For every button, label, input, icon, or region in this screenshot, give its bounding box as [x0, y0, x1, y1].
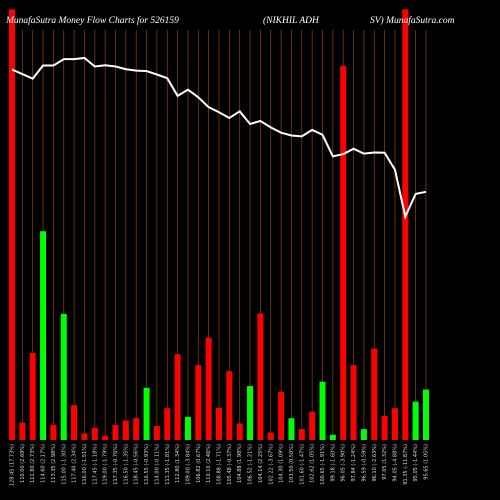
x-tick-label: 96.59 (-0.59%) — [361, 444, 367, 482]
x-tick-label: 95.05 (-1.44%) — [413, 444, 419, 482]
chart-title-right: SV) MunafaSutra.com — [370, 15, 455, 26]
flow-bar — [350, 365, 357, 440]
flow-bar — [122, 420, 129, 440]
flow-bar — [19, 422, 26, 440]
flow-bar — [112, 424, 119, 440]
x-tick-label: 91.35 (-11.87%) — [403, 444, 409, 485]
x-tick-label: 119.00 (-1.79%) — [103, 444, 109, 485]
flow-bar — [288, 418, 295, 440]
x-tick-label: 101.60 (-1.47%) — [299, 444, 305, 485]
flow-bar — [247, 386, 254, 440]
x-tick-label: 110.10 (2.46%) — [206, 444, 212, 483]
x-tick-label: 103.50 (0.50%) — [289, 444, 295, 483]
x-tick-label: 104.30 (1.09%) — [279, 444, 285, 483]
flow-bar — [164, 408, 171, 440]
x-tick-label: 110.00 (2.69%) — [20, 444, 26, 483]
x-tick-label: 115.00 (-1.30%) — [61, 444, 67, 485]
flow-bar — [60, 313, 67, 440]
x-tick-label: 116.00 (-1.51%) — [82, 444, 88, 485]
flow-bar — [267, 432, 274, 440]
x-axis-labels: 128.45 (17.73%) 110.00 (2.69%) 111.80 (2.7… — [10, 444, 430, 486]
flow-bar — [298, 429, 305, 440]
flow-bar — [40, 231, 47, 440]
x-tick-label: 104.14 (2.25%) — [258, 444, 264, 483]
x-tick-label: 105.48 (-0.37%) — [227, 444, 233, 485]
flow-bar — [236, 423, 243, 440]
chart-title-middle: (NIKHIL ADH — [263, 15, 320, 26]
x-tick-label: 97.05 (1.32%) — [382, 444, 388, 480]
x-tick-label: 95.65 (1.05%) — [424, 444, 430, 480]
flow-bar — [216, 407, 222, 440]
x-tick-label: 106.82 (0.67%) — [196, 444, 202, 483]
flow-bar — [412, 401, 419, 440]
flow-bar — [174, 354, 181, 440]
x-tick-label: 96.05 (-3.90%) — [341, 444, 347, 482]
flow-bar — [423, 389, 429, 440]
flow-bar — [9, 9, 15, 440]
flow-bar — [143, 387, 150, 440]
x-tick-label: 106.52 (-1.21%) — [248, 444, 254, 485]
x-tick-label: 116.55 (-0.93%) — [144, 444, 150, 485]
flow-bar — [371, 348, 378, 440]
price-line — [11, 56, 427, 220]
flow-bar — [309, 411, 316, 440]
price-series-line — [11, 56, 427, 220]
flow-bar — [340, 65, 347, 441]
x-tick-label: 100.65 (-1.91%) — [320, 444, 326, 485]
flow-bar — [133, 418, 140, 440]
x-tick-label: 114.00 (-0.11%) — [154, 444, 160, 485]
x-tick-label: 117.35 (-0.76%) — [113, 444, 119, 485]
flow-bar — [71, 405, 78, 440]
flow-bar — [50, 424, 57, 440]
x-tick-label: 128.45 (17.73%) — [10, 444, 16, 486]
x-tick-label: 117.45 (-1.18%) — [92, 444, 98, 485]
x-tick-label: 113.35 (2.98%) — [51, 444, 57, 483]
flow-bar — [91, 427, 98, 440]
gridlines — [11, 30, 427, 440]
x-tick-label: 116.50 (-1.35%) — [123, 444, 129, 485]
flow-bar — [153, 426, 160, 440]
x-tick-label: 114.60 (2.17%) — [41, 444, 47, 483]
flow-bar — [195, 365, 202, 440]
flow-bars — [9, 9, 429, 441]
flow-bar — [29, 353, 36, 440]
x-tick-label: 102.22 (-3.67%) — [268, 444, 274, 485]
x-tick-label: 118.45 (-0.56%) — [134, 444, 140, 485]
x-tick-label: 99.18 (-1.60%) — [330, 444, 336, 482]
flow-bar — [402, 9, 409, 440]
x-tick-label: 104.88 (1.98%) — [237, 444, 243, 483]
x-tick-label: 97.84 (-1.24%) — [351, 444, 357, 482]
flow-bar — [319, 381, 326, 440]
flow-bar — [391, 408, 398, 440]
flow-bar — [381, 416, 388, 440]
x-tick-label: 111.35 (-1.81%) — [165, 444, 171, 485]
x-tick-label: 117.40 (2.34%) — [72, 444, 78, 483]
flow-bar — [278, 391, 285, 440]
x-tick-label: 96.10 (-2.63%) — [372, 444, 378, 482]
x-tick-label: 111.80 (2.73%) — [30, 444, 36, 483]
flow-bar — [329, 434, 336, 440]
x-tick-label: 94.05 (-4.88%) — [392, 444, 398, 482]
x-tick-label: 108.88 (-1.71%) — [217, 444, 223, 485]
chart-title-left: MunafaSutra Money Flow Charts for 526159 — [5, 15, 179, 26]
x-tick-label: 112.80 (1.34%) — [175, 444, 181, 483]
flow-bar — [205, 337, 212, 440]
x-tick-label: 102.62 (1.05%) — [310, 444, 316, 483]
flow-bar — [102, 435, 109, 440]
x-tick-label: 109.00 (-3.84%) — [185, 444, 191, 485]
flow-bar — [81, 433, 88, 440]
flow-bar — [226, 371, 233, 440]
flow-bar — [184, 416, 191, 440]
flow-bar — [257, 313, 264, 440]
flow-bar — [360, 429, 367, 440]
